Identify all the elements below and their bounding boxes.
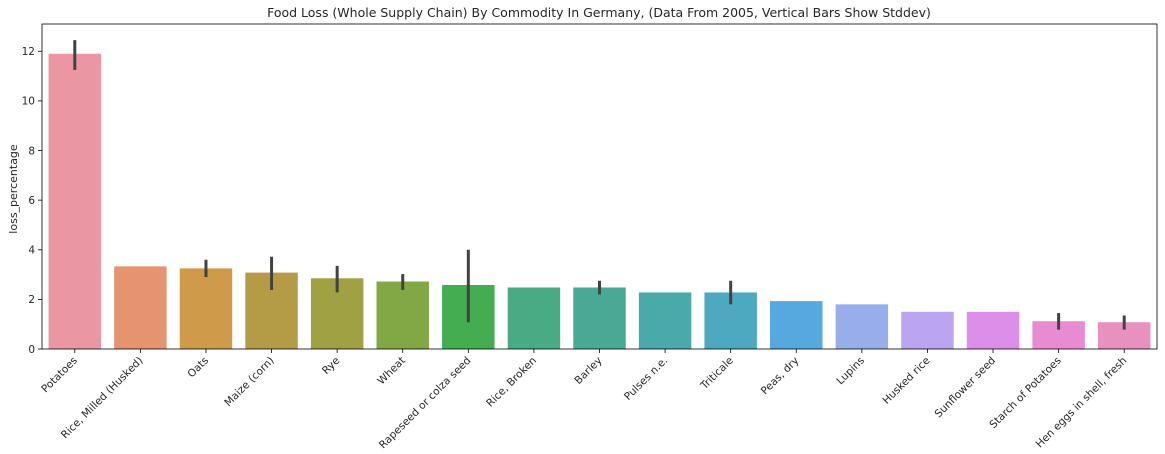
x-tick-label-potatoes: Potatoes (39, 355, 80, 396)
x-tick-label-rye: Rye (320, 355, 342, 377)
error-bars-group (73, 40, 1126, 330)
y-tick-label-8: 8 (28, 145, 35, 157)
x-tick-label-wheat: Wheat (375, 355, 408, 388)
x-tick-label-pulses-n-e: Pulses n.e. (622, 355, 670, 403)
x-tick-label-oats: Oats (185, 355, 211, 381)
y-tick-label-12: 12 (22, 46, 35, 58)
bar-husked-rice (901, 311, 954, 349)
bar-wheat (376, 281, 429, 349)
plot-frame (41, 23, 1158, 350)
bar-rice-broken (507, 287, 561, 349)
x-tick-label-triticale: Triticale (698, 355, 736, 393)
x-tick-label-maize-corn: Maize (corn) (222, 355, 276, 409)
x-tick-label-starch-of-potatoes: Starch of Potatoes (987, 355, 1063, 431)
bar-pulses-n-e (638, 292, 692, 349)
chart-title: Food Loss (Whole Supply Chain) By Commod… (267, 5, 931, 20)
y-axis: 0 2 4 6 8 10 12 (22, 46, 42, 356)
x-tick-label-sunflower-seed: Sunflower seed (933, 355, 999, 421)
bar-rice-milled-husked (114, 266, 167, 349)
bar-oats (179, 268, 233, 349)
bars-group (48, 53, 1151, 349)
x-tick-label-husked-rice: Husked rice (880, 355, 932, 407)
bar-lupins (835, 304, 889, 349)
y-tick-label-0: 0 (28, 344, 35, 356)
bar-sunflower-seed (966, 311, 1020, 349)
x-tick-label-barley: Barley (572, 355, 604, 387)
y-tick-label-10: 10 (22, 96, 35, 108)
y-axis-label: loss_percentage (7, 144, 20, 234)
x-tick-label-rice-broken: Rice, Broken (484, 355, 539, 410)
x-tick-label-peas-dry: Peas, dry (759, 355, 802, 398)
y-tick-label-6: 6 (28, 195, 35, 207)
bar-barley (573, 287, 626, 349)
y-tick-label-2: 2 (28, 294, 35, 306)
x-tick-label-lupins: Lupins (834, 355, 867, 388)
bar-potatoes (48, 53, 102, 349)
y-tick-label-4: 4 (28, 245, 35, 257)
bar-peas-dry (770, 301, 823, 349)
